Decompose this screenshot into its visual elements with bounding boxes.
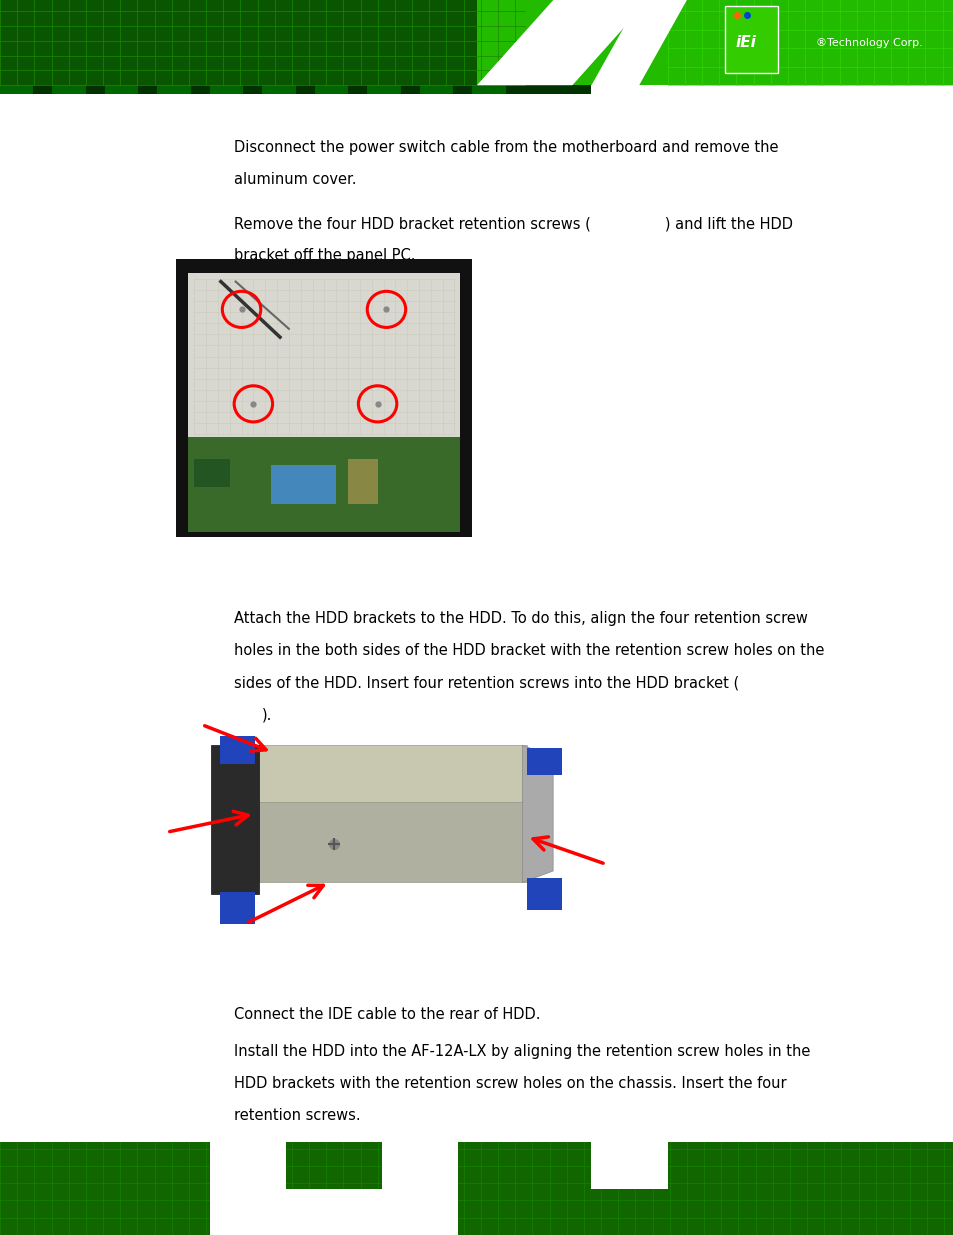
Text: sides of the HDD. Insert four retention screws into the HDD bracket (: sides of the HDD. Insert four retention … [233, 676, 739, 690]
Text: iEi: iEi [735, 35, 756, 51]
Text: aluminum cover.: aluminum cover. [233, 172, 355, 186]
Bar [0, 0, 953, 85]
Text: HDD brackets with the retention screw holes on the chassis. Insert the four: HDD brackets with the retention screw ho… [233, 1076, 785, 1091]
Bar [314, 85, 348, 94]
Bar [210, 85, 243, 94]
Text: bracket off the panel PC.: bracket off the panel PC. [233, 248, 415, 263]
Text: Install the HDD into the AF-12A-LX by aligning the retention screw holes in the: Install the HDD into the AF-12A-LX by al… [233, 1044, 809, 1058]
Text: holes in the both sides of the HDD bracket with the retention screw holes on the: holes in the both sides of the HDD brack… [233, 643, 823, 658]
Text: Remove the four HDD bracket retention screws (                ) and lift the HDD: Remove the four HDD bracket retention sc… [233, 216, 792, 231]
Bar [0, 85, 591, 94]
Bar [419, 85, 453, 94]
Text: Attach the HDD brackets to the HDD. To do this, align the four retention screw: Attach the HDD brackets to the HDD. To d… [233, 611, 807, 626]
Bar [194, 459, 230, 488]
Bar [526, 878, 561, 910]
Polygon shape [210, 1142, 457, 1235]
Bar [262, 85, 295, 94]
Text: ®Technology Corp.: ®Technology Corp. [815, 37, 922, 48]
Polygon shape [522, 745, 553, 882]
Bar [526, 747, 561, 776]
Text: retention screws.: retention screws. [233, 1108, 360, 1123]
Bar [0, 1142, 953, 1235]
Bar [472, 85, 505, 94]
Bar [271, 464, 335, 504]
Polygon shape [254, 803, 526, 882]
Bar [0, 85, 33, 94]
Bar [105, 85, 138, 94]
Bar [188, 437, 460, 531]
Polygon shape [591, 1142, 667, 1188]
Bar [348, 459, 377, 504]
Bar [476, 0, 953, 85]
Bar [367, 85, 400, 94]
Polygon shape [591, 0, 686, 85]
Text: Disconnect the power switch cable from the motherboard and remove the: Disconnect the power switch cable from t… [233, 140, 778, 154]
Text: ).: ). [262, 708, 273, 722]
Polygon shape [211, 745, 259, 894]
Bar [219, 892, 254, 924]
Bar [188, 273, 460, 440]
Bar [157, 85, 191, 94]
Bar [52, 85, 86, 94]
Polygon shape [254, 745, 526, 803]
Text: Connect the IDE cable to the rear of HDD.: Connect the IDE cable to the rear of HDD… [233, 1007, 539, 1021]
Polygon shape [476, 0, 648, 85]
Bar [219, 736, 254, 763]
Bar [724, 6, 777, 73]
